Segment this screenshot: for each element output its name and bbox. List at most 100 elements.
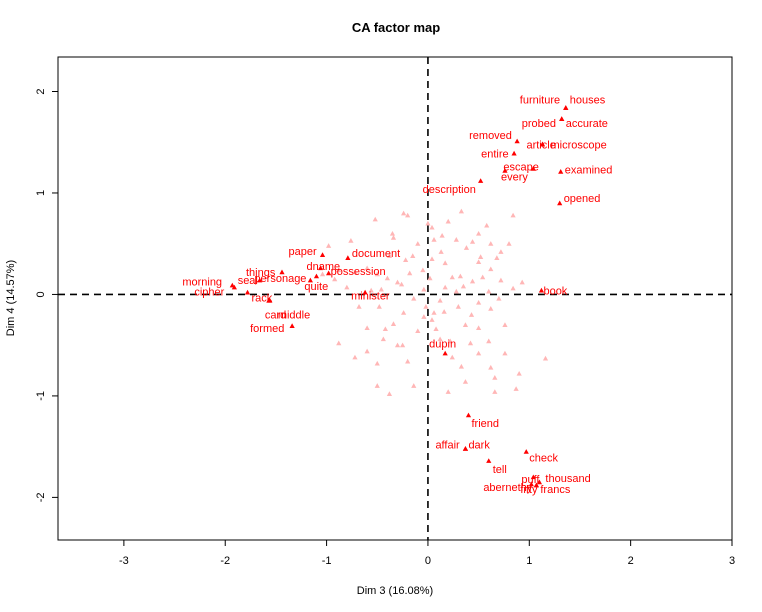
unlabeled-point <box>411 383 417 388</box>
unlabeled-point <box>516 370 522 376</box>
label-puff: puff <box>521 474 540 486</box>
y-axis: -2 -1 0 1 2 <box>35 88 58 502</box>
unlabeled-point <box>425 220 431 226</box>
point-dupin <box>442 350 448 356</box>
y-tick-label: -1 <box>35 391 47 401</box>
unlabeled-point <box>502 322 508 327</box>
y-tick-label: 1 <box>35 190 47 196</box>
point-puff <box>530 474 536 480</box>
x-tick-label: 1 <box>526 555 532 567</box>
unlabeled-point <box>458 363 464 369</box>
unlabeled-point <box>480 274 486 280</box>
unlabeled-point <box>372 216 378 222</box>
label-fifty: fifty <box>520 484 538 496</box>
unlabeled-point <box>437 336 443 342</box>
unlabeled-point <box>374 271 380 277</box>
unlabeled-point <box>398 281 405 287</box>
unlabeled-point <box>433 326 439 332</box>
unlabeled-point <box>336 267 342 273</box>
unlabeled-point <box>415 241 421 246</box>
label-check: check <box>529 453 558 465</box>
unlabeled-point <box>415 328 421 334</box>
unlabeled-point <box>462 379 469 384</box>
label-accurate: accurate <box>566 118 608 130</box>
point-examined <box>558 169 564 174</box>
point-francs <box>533 482 539 488</box>
unlabeled-point <box>364 265 370 271</box>
label-minister: minister <box>351 290 390 302</box>
unlabeled-point <box>390 321 397 326</box>
point-rack <box>244 289 251 295</box>
unlabeled-point <box>401 310 407 315</box>
unlabeled-point <box>484 222 490 228</box>
unlabeled-point <box>348 238 354 243</box>
unlabeled-point <box>427 275 433 281</box>
unlabeled-point <box>449 354 455 360</box>
unlabeled-points <box>319 208 549 396</box>
point-possession <box>326 270 332 276</box>
point-description <box>478 178 484 183</box>
unlabeled-point <box>510 212 516 218</box>
unlabeled-point <box>441 309 447 314</box>
x-axis: -3 -2 -1 0 1 2 3 <box>119 540 735 567</box>
unlabeled-point <box>453 288 459 294</box>
unlabeled-point <box>410 253 416 258</box>
unlabeled-point <box>368 287 374 293</box>
unlabeled-point <box>476 299 482 305</box>
unlabeled-point <box>421 286 427 292</box>
chart-title: CA factor map <box>352 20 440 35</box>
x-tick-label: 3 <box>729 555 735 567</box>
x-tick-label: -1 <box>322 555 332 567</box>
unlabeled-point <box>405 212 411 218</box>
unlabeled-point <box>384 275 390 281</box>
unlabeled-point <box>476 259 482 265</box>
unlabeled-point <box>431 237 437 242</box>
unlabeled-point <box>405 358 411 364</box>
point-document <box>345 255 351 260</box>
unlabeled-point <box>332 276 338 282</box>
label-tell: tell <box>493 464 507 476</box>
label-card: card <box>265 310 286 322</box>
unlabeled-point <box>447 338 453 344</box>
point-thousand <box>536 479 543 485</box>
unlabeled-point <box>401 210 407 216</box>
unlabeled-point <box>364 325 370 331</box>
unlabeled-point <box>506 241 512 246</box>
unlabeled-point <box>488 364 494 370</box>
label-cipher: cipher <box>194 286 224 298</box>
label-removed: removed <box>469 130 512 142</box>
unlabeled-point <box>510 285 516 291</box>
unlabeled-point <box>394 342 401 348</box>
y-axis-label: Dim 4 (14.57%) <box>5 260 17 336</box>
label-personage: personage <box>254 273 306 285</box>
label-dname: dname <box>307 261 341 273</box>
unlabeled-point <box>494 255 500 260</box>
unlabeled-point <box>439 232 445 238</box>
label-things: things <box>246 267 276 279</box>
unlabeled-point <box>442 284 448 290</box>
point-formed <box>289 323 295 328</box>
label-every: every <box>501 172 528 184</box>
point-labels: furniture houses probed accurate microscope r… <box>182 95 612 496</box>
label-quite: quite <box>304 281 328 293</box>
point-every <box>502 168 508 173</box>
unlabeled-point <box>476 230 482 236</box>
point-things <box>279 269 285 275</box>
point-article <box>539 141 546 147</box>
point-abernethy <box>528 481 534 487</box>
unlabeled-point <box>492 375 498 380</box>
unlabeled-point <box>445 218 451 224</box>
unlabeled-point <box>420 267 426 273</box>
unlabeled-point <box>431 310 437 315</box>
unlabeled-point <box>364 348 370 354</box>
unlabeled-point <box>502 350 508 356</box>
unlabeled-point <box>469 239 476 244</box>
unlabeled-point <box>445 389 451 394</box>
unlabeled-point <box>488 241 494 246</box>
unlabeled-point <box>344 284 350 290</box>
unlabeled-point <box>496 295 502 301</box>
label-microscope: microscope <box>550 139 606 151</box>
unlabeled-point <box>400 342 406 348</box>
label-opened: opened <box>564 193 601 205</box>
label-paper: paper <box>289 246 317 258</box>
